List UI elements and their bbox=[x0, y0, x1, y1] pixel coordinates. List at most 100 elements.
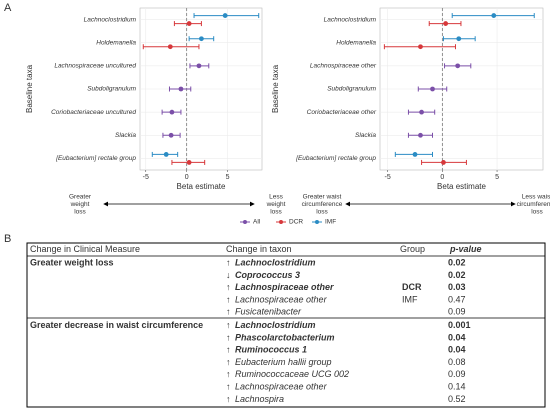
taxon: Coprococcus 3 bbox=[235, 270, 300, 280]
direction: ↑ bbox=[226, 282, 231, 292]
direction: ↓ bbox=[226, 270, 231, 280]
annotation: Greater waist bbox=[303, 194, 342, 201]
x-tick-label: -5 bbox=[385, 174, 391, 181]
taxon: Phascolarctobacterium bbox=[235, 332, 335, 342]
measure: Greater decrease in waist circumference bbox=[30, 320, 203, 330]
p-value: 0.03 bbox=[448, 282, 466, 292]
legend-swatch bbox=[315, 220, 319, 224]
direction: ↑ bbox=[226, 332, 231, 342]
annotation: Greater bbox=[69, 194, 92, 201]
y-tick-label: Holdemanella bbox=[336, 39, 376, 46]
point bbox=[441, 160, 446, 165]
panel-label: A bbox=[4, 2, 12, 14]
point bbox=[443, 21, 449, 26]
p-value: 0.09 bbox=[448, 307, 466, 317]
x-tick-label: -5 bbox=[143, 174, 149, 181]
point bbox=[199, 36, 204, 42]
table-header: Group bbox=[400, 244, 425, 254]
p-value: 0.04 bbox=[448, 345, 466, 355]
taxon: Fusicatenibacter bbox=[235, 307, 302, 317]
y-tick-label: Subdoligranulum bbox=[87, 86, 136, 93]
taxon: Lachnoclostridium bbox=[235, 320, 316, 330]
p-value: 0.02 bbox=[448, 270, 466, 280]
group: IMF bbox=[402, 294, 418, 304]
y-tick-label: Holdemanella bbox=[96, 39, 136, 46]
point bbox=[186, 160, 192, 165]
x-tick-label: 0 bbox=[440, 174, 444, 181]
point bbox=[168, 132, 174, 138]
point bbox=[222, 13, 228, 18]
taxon: Eubacterium hallii group bbox=[235, 357, 332, 367]
table-header: Change in Clinical Measure bbox=[30, 244, 140, 254]
direction: ↑ bbox=[226, 382, 231, 392]
point bbox=[418, 132, 423, 138]
y-axis-title: Baseline taxa bbox=[271, 64, 280, 113]
point bbox=[167, 44, 173, 50]
y-tick-label: Coriobacteriaceae uncultured bbox=[51, 109, 136, 116]
y-tick-label: Lachnoclostridium bbox=[324, 16, 377, 23]
point bbox=[196, 63, 202, 69]
taxon: Lachnospiraceae other bbox=[235, 382, 328, 392]
x-tick-label: 5 bbox=[226, 174, 230, 181]
measure: Greater weight loss bbox=[30, 258, 114, 268]
x-axis-title: Beta estimate bbox=[177, 182, 226, 191]
taxon: Ruminococcaceae UCG 002 bbox=[235, 369, 349, 379]
taxon: Lachnoclostridium bbox=[235, 258, 316, 268]
y-axis-title: Baseline taxa bbox=[25, 64, 34, 113]
direction: ↑ bbox=[226, 345, 231, 355]
point bbox=[491, 13, 497, 18]
point bbox=[163, 152, 169, 157]
taxon: Lachnospiraceae other bbox=[235, 282, 334, 292]
legend-swatch bbox=[279, 220, 283, 224]
y-tick-label: Lachnospiraceae other bbox=[310, 63, 377, 70]
legend-label: All bbox=[253, 219, 261, 226]
table-header: p-value bbox=[449, 244, 482, 254]
direction: ↑ bbox=[226, 394, 231, 404]
point bbox=[178, 86, 184, 92]
direction: ↑ bbox=[226, 320, 231, 330]
table-header: Change in taxon bbox=[226, 244, 292, 254]
annotation: loss bbox=[316, 209, 328, 216]
y-tick-label: Lachnospiraceae uncultured bbox=[54, 63, 136, 70]
annotation: loss bbox=[270, 209, 282, 216]
group: DCR bbox=[402, 282, 422, 292]
direction: ↑ bbox=[226, 357, 231, 367]
y-tick-label: Lachnoclostridium bbox=[84, 16, 137, 23]
table-border bbox=[26, 242, 546, 408]
annotation: loss bbox=[531, 209, 543, 216]
p-value: 0.08 bbox=[448, 357, 466, 367]
point bbox=[419, 109, 424, 115]
y-tick-label: Subdoligranulum bbox=[327, 86, 376, 93]
annotation: weight bbox=[70, 201, 90, 208]
annotation: circumference bbox=[517, 201, 550, 208]
taxon: Lachnospira bbox=[235, 394, 284, 404]
p-value: 0.09 bbox=[448, 369, 466, 379]
p-value: 0.52 bbox=[448, 394, 466, 404]
y-tick-label: Slackia bbox=[115, 132, 136, 139]
p-value: 0.001 bbox=[448, 320, 471, 330]
annotation: weight bbox=[266, 201, 286, 208]
legend-label: IMF bbox=[325, 219, 336, 226]
p-value: 0.47 bbox=[448, 294, 466, 304]
point bbox=[186, 21, 192, 26]
point bbox=[456, 36, 462, 42]
p-value: 0.02 bbox=[448, 258, 466, 268]
point bbox=[169, 109, 175, 115]
legend-label: DCR bbox=[289, 219, 303, 226]
point bbox=[412, 152, 418, 157]
x-axis-title: Beta estimate bbox=[437, 182, 486, 191]
point bbox=[455, 63, 461, 69]
taxon: Lachnospiraceae other bbox=[235, 294, 328, 304]
x-tick-label: 5 bbox=[495, 174, 499, 181]
y-tick-label: [Eubacterium] rectale group bbox=[55, 155, 136, 162]
point bbox=[430, 86, 435, 92]
direction: ↑ bbox=[226, 307, 231, 317]
p-value: 0.04 bbox=[448, 332, 466, 342]
direction: ↑ bbox=[226, 258, 231, 268]
y-tick-label: Coriobacteriaceae other bbox=[307, 109, 377, 116]
annotation: circumference bbox=[302, 201, 343, 208]
panel-label: B bbox=[4, 233, 11, 245]
x-tick-label: 0 bbox=[185, 174, 189, 181]
p-value: 0.14 bbox=[448, 382, 466, 392]
